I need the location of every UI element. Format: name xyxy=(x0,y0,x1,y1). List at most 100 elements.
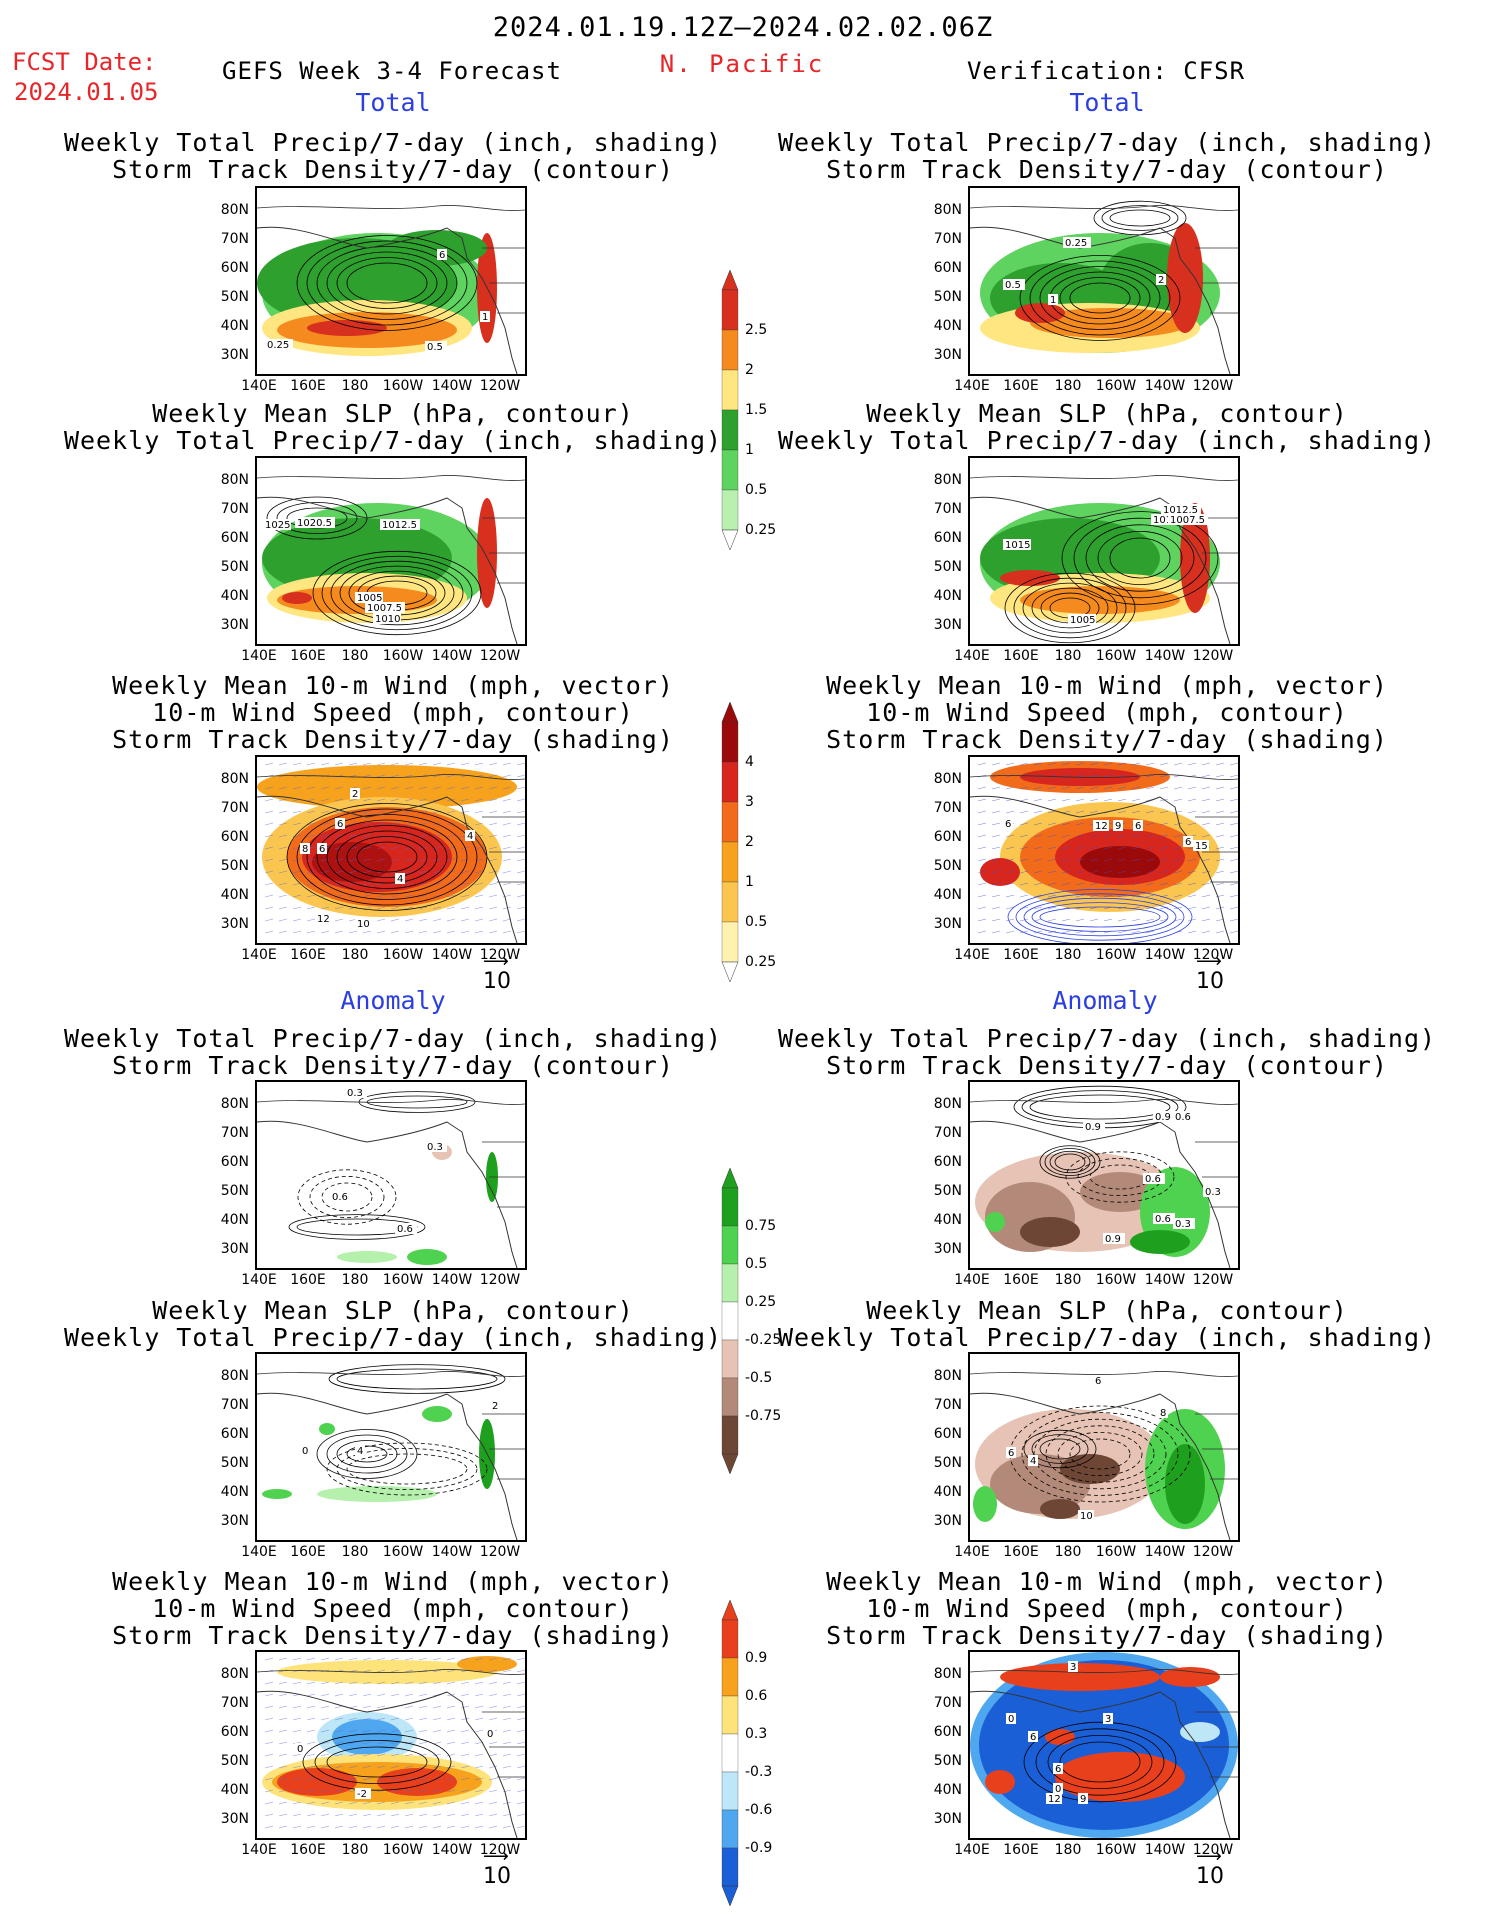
contour-label-text: 0 xyxy=(302,1446,308,1457)
wind-vector xyxy=(334,786,344,790)
lon-label: 120W xyxy=(479,1544,521,1560)
wind-vector xyxy=(390,822,400,826)
wind-vector xyxy=(362,822,372,826)
wind-vector xyxy=(1019,786,1029,790)
wind-vector xyxy=(376,918,386,922)
wind-vector xyxy=(1033,918,1043,922)
wind-vector xyxy=(474,894,484,898)
wind-vector xyxy=(292,1657,302,1661)
wind-vector xyxy=(390,846,400,850)
contour-label-bg xyxy=(1003,279,1025,290)
wind-vector xyxy=(502,1657,512,1661)
lon-label: 140E xyxy=(241,378,277,394)
wind-vector xyxy=(1061,846,1071,850)
wind-vector xyxy=(460,1753,470,1757)
wind-vector xyxy=(1145,822,1155,826)
contour-label-text: 10 xyxy=(357,919,370,930)
lat-label: 60N xyxy=(220,530,249,546)
lon-label: 160W xyxy=(382,1544,424,1560)
wind-vector xyxy=(292,762,302,766)
wind-vector xyxy=(390,1693,400,1697)
map-wind-storm-verification: 6 12 9 6 6 15 xyxy=(968,755,1240,945)
contour-label-text: 8 xyxy=(1160,1408,1166,1419)
wind-vector xyxy=(1201,906,1211,910)
wind-vector xyxy=(264,810,274,814)
wind-vector xyxy=(432,1657,442,1661)
lat-label: 50N xyxy=(933,1753,962,1769)
contour-label-text: 12 xyxy=(1095,821,1108,832)
lat-label: 40N xyxy=(933,588,962,604)
wind-vector xyxy=(292,906,302,910)
wind-vector xyxy=(278,834,288,838)
wind-vector xyxy=(306,1717,316,1721)
wind-vector xyxy=(1061,834,1071,838)
wind-vector xyxy=(1005,870,1015,874)
contour-label-bg xyxy=(480,311,490,322)
section-anomaly-left: Anomaly xyxy=(340,986,446,1015)
contour-label: 6 xyxy=(1183,836,1193,848)
wind-vector xyxy=(1159,906,1169,910)
wind-vector xyxy=(432,894,442,898)
lat-label: 40N xyxy=(933,887,962,903)
shading-region xyxy=(985,1212,1005,1232)
wind-vector xyxy=(1229,918,1238,922)
wind-vector xyxy=(1019,858,1029,862)
wind-vector xyxy=(292,1705,302,1709)
wind-vector xyxy=(418,1717,428,1721)
colorbar-segment xyxy=(721,409,739,451)
map-slp-precip-verification: 1012.5 1010 1007.5 1015 1005 xyxy=(968,456,1240,646)
wind-vector xyxy=(1173,918,1183,922)
wind-vector xyxy=(977,906,987,910)
wind-vector xyxy=(348,1741,358,1745)
wind-vector xyxy=(278,1741,288,1745)
colorbar-label: -0.3 xyxy=(745,1764,773,1780)
wind-vector xyxy=(1187,798,1197,802)
wind-vector xyxy=(278,822,288,826)
wind-vector xyxy=(404,846,414,850)
lon-label: 160W xyxy=(1095,1272,1137,1288)
panel-title-r5: Weekly Mean SLP (hPa, contour) Weekly Tot… xyxy=(777,1296,1437,1352)
wind-vector xyxy=(991,810,1001,814)
wind-vector xyxy=(446,1657,456,1661)
panel-title-r4: Weekly Total Precip/7-day (inch, shading… xyxy=(777,1024,1437,1080)
wind-vector xyxy=(320,906,330,910)
colorbar-segment xyxy=(721,369,739,411)
lon-label: 120W xyxy=(1192,378,1234,394)
contour-label: 9 xyxy=(1078,1793,1088,1805)
contour-label-text: 6 xyxy=(1055,1764,1061,1775)
shading-region xyxy=(332,1719,402,1755)
wind-vector xyxy=(376,1741,386,1745)
coastline xyxy=(970,226,1231,374)
wind-vector xyxy=(278,930,288,934)
contour-label: 0.25 xyxy=(1063,237,1091,249)
wind-vector xyxy=(320,1657,330,1661)
map-canvas: 0.25 0.5 1 6 xyxy=(257,205,525,374)
wind-vector xyxy=(418,1765,428,1769)
wind-vector xyxy=(432,1669,442,1673)
wind-vector xyxy=(362,1777,372,1781)
section-total-left: Total xyxy=(355,88,431,117)
contour-line xyxy=(312,550,482,636)
wind-vector xyxy=(390,894,400,898)
wind-vector xyxy=(1075,918,1085,922)
wind-vector xyxy=(362,1693,372,1697)
lat-label: 80N xyxy=(220,472,249,488)
wind-vector xyxy=(516,786,525,790)
contour-line xyxy=(297,1169,397,1225)
contour-label-bg xyxy=(1158,1407,1168,1418)
colorbar-canvas xyxy=(721,702,739,982)
wind-vector xyxy=(278,894,288,898)
wind-vector xyxy=(1117,786,1127,790)
contour-line xyxy=(328,1364,506,1394)
border-line xyxy=(482,1711,525,1778)
wind-vector xyxy=(502,1777,512,1781)
wind-vector xyxy=(977,798,987,802)
wind-vector xyxy=(306,870,316,874)
lat-label: 30N xyxy=(220,1513,249,1529)
wind-vector xyxy=(1103,798,1113,802)
colorbar-segment xyxy=(721,1657,739,1697)
wind-vector xyxy=(418,1741,428,1745)
wind-vector xyxy=(460,798,470,802)
contour-label-text: 6 xyxy=(319,844,325,855)
contour-label: 6 xyxy=(1003,818,1013,830)
